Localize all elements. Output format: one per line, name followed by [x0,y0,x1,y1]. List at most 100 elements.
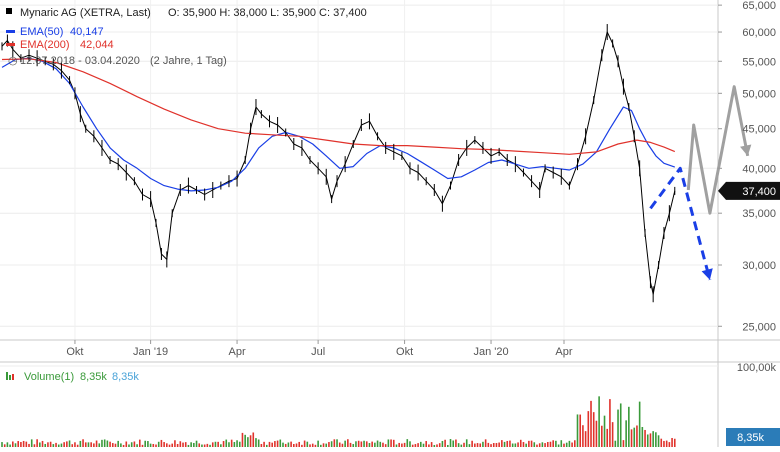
ema50-legend-value: 40,147 [70,26,104,38]
volume-bar [220,444,222,447]
volume-bar [387,439,390,447]
volume-bar [592,412,595,447]
volume-bar [530,440,533,447]
volume-legend-label: Volume(1) [24,371,74,383]
volume-bar [341,443,344,447]
volume-bar [414,444,417,447]
volume-bar [328,442,330,447]
volume-bar [74,442,76,447]
volume-bar [122,444,125,447]
volume-bar [49,441,52,447]
volume-bar [422,443,425,447]
bullish-scenario-arrow [686,85,750,215]
volume-bar [403,442,406,447]
volume-bar [187,444,190,447]
volume-bar [392,439,395,447]
volume-bar [120,443,122,447]
x-tick-label: Apr [555,346,572,358]
volume-bar [55,442,57,447]
volume-bar [90,442,92,447]
volume-bar [417,443,419,447]
volume-bar [371,441,373,447]
volume-bar [379,441,382,447]
volume-panel: 100,00k 8,35k [0,362,780,447]
volume-bar [463,442,465,447]
volume-bar [411,444,414,447]
volume-bar [103,439,106,447]
price-line [1,31,676,295]
volume-bar [36,439,38,447]
ema50-legend-swatch [6,30,15,33]
volume-bar [644,429,646,447]
volume-bar [276,440,279,447]
volume-bar [320,444,322,447]
volume-bar [447,444,449,447]
volume-bar [563,443,565,447]
price-axis: 25,000 30,000 35,000 40,000 45,000 50,000 55,0… [718,0,780,333]
volume-bar [398,442,400,447]
volume-bar [611,422,614,447]
volume-bar [552,440,554,447]
volume-bar [30,439,33,447]
volume-bar [455,439,457,447]
volume-bar [166,443,168,447]
period-label: 12.07.2018 - 03.04.2020 [20,55,140,67]
x-tick-label: Jan '20 [473,346,508,358]
y-tick-label: 50,000 [742,88,776,100]
volume-bar [222,441,225,447]
volume-bar [190,442,192,447]
volume-bar [419,441,422,447]
volume-bar [6,442,9,447]
volume-bar [238,441,241,447]
y-tick-label: 30,000 [742,260,776,272]
volume-bar [406,439,409,447]
last-price-tag [718,181,780,200]
volume-bar [325,443,328,447]
volume-bar [39,442,41,447]
volume-bar [595,420,598,447]
volume-bar [60,443,63,447]
volume-bar [360,441,363,447]
volume-bar [376,440,379,447]
volume-bar [279,439,282,447]
ohlc-open: O: 35,900 H: 38,000 L: 35,900 C: 37,400 [168,7,367,19]
volume-bar [525,443,527,447]
volume-bar [98,443,101,447]
volume-bar [430,442,433,447]
volume-bar [271,442,273,447]
volume-last-tag [726,428,780,446]
volume-bar [344,440,346,447]
volume-bar [12,441,14,447]
volume-bar [655,432,657,447]
volume-bar [63,442,65,447]
volume-bar [163,442,165,447]
volume-bar [528,440,530,447]
volume-bar [322,443,325,447]
volume-bar [106,440,109,447]
volume-bar [20,442,22,447]
volume-bar [347,439,349,447]
volume-bar [601,425,603,447]
volume-bar [255,438,257,447]
volume-bar [71,444,74,447]
volume-bar [574,440,576,447]
volume-legend-icon [6,372,8,380]
price-legend-swatch [6,8,12,14]
volume-bar [330,441,333,447]
volume-bar [409,441,411,447]
volume-bar [355,441,357,447]
volume-bar [176,444,179,447]
volume-bar [52,444,55,447]
volume-bar [633,427,636,447]
volume-bar [179,441,182,447]
volume-bar [638,401,641,447]
volume-bar [303,440,306,447]
volume-bar [565,442,568,447]
last-price-label: 37,400 [742,186,776,198]
volume-bar [84,442,87,447]
volume-bar [174,440,176,447]
volume-bar [622,440,625,447]
y-tick-label: 25,000 [742,321,776,333]
volume-bar [95,440,98,447]
volume-bar [657,435,660,447]
